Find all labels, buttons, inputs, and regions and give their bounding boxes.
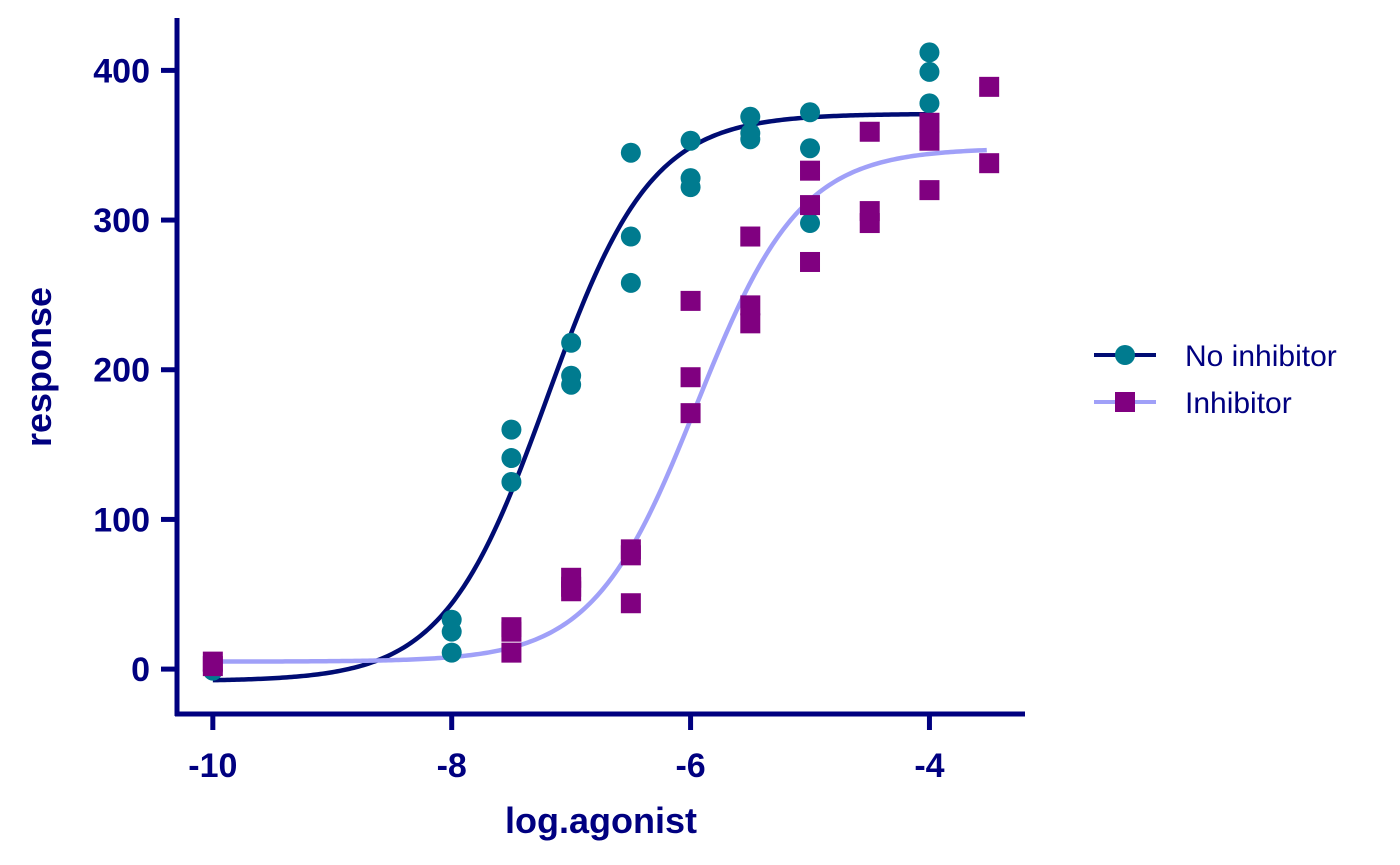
- point-square: [202, 656, 223, 677]
- point-circle: [561, 332, 582, 353]
- point-circle: [620, 272, 641, 293]
- legend-marker-inhibitor: [1115, 392, 1135, 412]
- point-circle: [680, 177, 701, 198]
- legend-entry-inhibitor: Inhibitor: [1094, 387, 1292, 420]
- point-square: [680, 290, 701, 311]
- point-circle: [561, 374, 582, 395]
- point-square: [859, 121, 880, 142]
- point-circle: [441, 621, 462, 642]
- y-tick-label: 300: [93, 202, 150, 240]
- point-square: [680, 367, 701, 388]
- point-square: [919, 130, 940, 151]
- point-square: [979, 153, 1000, 174]
- x-axis-title: log.agonist: [505, 800, 697, 841]
- point-circle: [501, 448, 522, 469]
- point-square: [800, 160, 821, 181]
- y-tick-label: 400: [93, 52, 150, 90]
- point-square: [919, 180, 940, 201]
- point-square: [501, 642, 522, 663]
- data-points: [202, 42, 1000, 681]
- x-tick-label: -6: [675, 747, 705, 785]
- point-circle: [680, 130, 701, 151]
- point-circle: [441, 642, 462, 663]
- y-tick-label: 0: [131, 651, 150, 689]
- point-circle: [800, 213, 821, 234]
- point-square: [800, 195, 821, 216]
- x-tick-label: -4: [914, 747, 944, 785]
- point-circle: [620, 142, 641, 163]
- point-circle: [620, 226, 641, 247]
- point-circle: [740, 106, 761, 127]
- point-square: [620, 545, 641, 566]
- point-circle: [800, 138, 821, 159]
- y-ticks: 0 100 200 300 400: [93, 52, 177, 689]
- point-square: [859, 213, 880, 234]
- legend-label-no-inhibitor: No inhibitor: [1185, 340, 1337, 373]
- legend-marker-no-inhibitor: [1115, 345, 1135, 365]
- point-circle: [919, 42, 940, 63]
- point-circle: [919, 93, 940, 114]
- x-ticks: -10 -8 -6 -4: [188, 714, 945, 785]
- legend-label-inhibitor: Inhibitor: [1185, 387, 1292, 420]
- point-square: [561, 581, 582, 602]
- point-circle: [501, 472, 522, 492]
- point-circle: [501, 419, 522, 440]
- point-square: [501, 621, 522, 642]
- point-square: [979, 76, 1000, 97]
- x-tick-label: -10: [188, 747, 237, 785]
- y-tick-label: 200: [93, 352, 150, 390]
- y-tick-label: 100: [93, 501, 150, 539]
- point-square: [800, 251, 821, 272]
- point-circle: [919, 61, 940, 82]
- axes: -10 -8 -6 -4 0 100 200 300 400: [93, 18, 1025, 785]
- legend: No inhibitor Inhibitor: [1094, 340, 1337, 420]
- point-square: [740, 313, 761, 334]
- point-square: [680, 403, 701, 424]
- x-tick-label: -8: [437, 747, 467, 785]
- point-circle: [800, 102, 821, 123]
- point-circle: [740, 129, 761, 150]
- fit-curve-series-1: [212, 147, 987, 664]
- legend-entry-no-inhibitor: No inhibitor: [1094, 340, 1337, 373]
- point-square: [740, 226, 761, 247]
- point-square: [620, 593, 641, 614]
- point-square: [919, 112, 940, 133]
- y-axis-title: response: [18, 287, 59, 447]
- point-square: [740, 295, 761, 316]
- fit-curves: [212, 111, 987, 683]
